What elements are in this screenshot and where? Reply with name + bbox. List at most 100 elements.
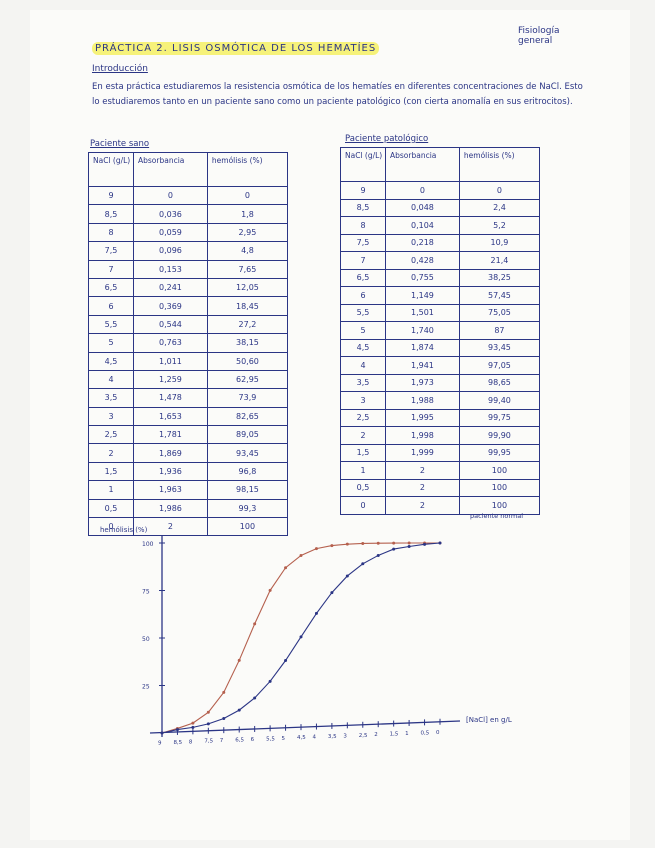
x-tick-label: 2,5 — [359, 733, 368, 739]
table-row: 2,5 1,781 89,05 — [88, 425, 289, 445]
x-tick-label: 1 — [405, 731, 409, 737]
series-0-point — [222, 690, 226, 694]
series-1-point — [191, 725, 195, 729]
col-header: hemólisis (%) — [458, 147, 541, 182]
table-row: 7 0,153 7,65 — [88, 259, 289, 279]
x-axis — [149, 720, 461, 734]
y-tick-label: 50 — [142, 636, 150, 643]
intro-text: En esta práctica estudiaremos la resiste… — [92, 82, 583, 107]
table-row: 4 1,259 62,95 — [88, 369, 289, 390]
table-cell: 4 — [340, 356, 386, 375]
page-title: PRÁCTICA 2. LISIS OSMÓTICA DE LOS HEMATÍ… — [92, 42, 380, 55]
series-0-point — [191, 721, 195, 725]
table-row: 1 1,963 98,15 — [88, 480, 289, 500]
x-tick-label: 2 — [374, 732, 378, 738]
y-tick-label: 75 — [142, 589, 150, 596]
series-0-point — [299, 553, 303, 557]
table-a-caption: Paciente sano — [90, 139, 150, 149]
series-1-point — [345, 574, 349, 578]
series-0-point — [361, 541, 365, 545]
series-0-point — [345, 542, 349, 546]
col-header: hemólisis (%) — [206, 152, 289, 187]
table-row: 8 0,104 5,2 — [340, 216, 541, 235]
table-row: 5 1,740 87 — [340, 321, 541, 340]
series-0-point — [268, 588, 272, 592]
table-row: 6,5 0,241 12,05 — [88, 277, 289, 298]
series-1-point — [314, 611, 318, 615]
x-tick-label: 0,5 — [421, 730, 430, 736]
table-row: 4,5 1,011 50,60 — [88, 351, 289, 371]
x-tick-label: 7 — [220, 738, 224, 744]
subject-note: Fisiología general — [518, 26, 560, 46]
x-tick-label: 4,5 — [297, 735, 306, 741]
table-cell: 5 — [88, 333, 134, 353]
table-row: 7,5 0,096 4,8 — [88, 241, 289, 261]
series-1-point — [376, 553, 380, 557]
table-row: 1,5 1,936 96,8 — [88, 461, 289, 482]
x-tick-label: 6,5 — [235, 738, 244, 744]
x-tick-label: 3 — [343, 733, 347, 739]
series-0-point — [376, 541, 380, 545]
series-1-point — [438, 541, 442, 545]
x-tick-label: 5 — [282, 736, 286, 742]
table-row: 8,5 0,048 2,4 — [340, 198, 541, 217]
series-1-point — [407, 545, 411, 549]
table-cell: 0 — [88, 517, 134, 537]
col-header: Absorbancia — [385, 147, 460, 182]
x-tick-label: 8,5 — [173, 740, 182, 746]
series-1-point — [253, 696, 257, 700]
table-cell: 0 — [340, 496, 386, 515]
curve-annotation: paciente normal — [470, 512, 523, 520]
table-cell: 0,5 — [88, 498, 134, 519]
series-0-point — [237, 658, 241, 662]
series-1-point — [330, 591, 334, 595]
table-row: 0 2 100 — [340, 496, 541, 515]
series-1-point — [423, 542, 427, 546]
x-tick-label: 6 — [251, 737, 255, 743]
series-1-point — [392, 547, 396, 551]
series-1-point — [222, 716, 226, 720]
series-1-point — [268, 679, 272, 683]
table-row: 6 1,149 57,45 — [340, 286, 541, 305]
series-1-point — [175, 728, 179, 732]
table-row: 6,5 0,755 38,25 — [340, 268, 541, 287]
y-tick-label: 100 — [142, 541, 154, 548]
series-1-point — [237, 708, 241, 712]
series-0-point — [407, 541, 411, 545]
x-tick-label: 1,5 — [390, 732, 399, 738]
x-tick-label: 4 — [312, 735, 316, 741]
table-row: 8,5 0,036 1,8 — [88, 204, 289, 224]
table-cell: 7 — [340, 251, 386, 270]
title-text: PRÁCTICA 2. LISIS OSMÓTICA DE LOS HEMATÍ… — [92, 42, 380, 55]
col-header: NaCl (g/L) — [340, 147, 386, 182]
intro-heading: Introducción — [92, 64, 148, 74]
x-tick-label: 3,5 — [328, 734, 337, 740]
table-row: 8 0,059 2,95 — [88, 222, 289, 243]
table-row: 4 1,941 97,05 — [340, 356, 541, 375]
x-axis-label: [NaCl] en g/L — [466, 716, 512, 724]
series-0-point — [284, 566, 288, 570]
series-0-point — [392, 541, 396, 545]
table-cell: 8,5 — [88, 204, 134, 224]
series-0-point — [314, 547, 318, 551]
series-1-point — [284, 659, 288, 663]
series-1-point — [361, 562, 365, 566]
table-row: 1 2 100 — [340, 461, 541, 480]
table-b-caption: Paciente patológico — [345, 134, 429, 144]
series-1-point — [160, 731, 164, 735]
table-cell: 2,5 — [88, 425, 134, 445]
series-0-point — [206, 710, 210, 714]
series-1-point — [299, 635, 303, 639]
x-tick-label: 5,5 — [266, 736, 275, 742]
table-row: 0 2 100 — [88, 517, 289, 537]
table-cell: 100 — [458, 496, 541, 515]
x-tick-label: 9 — [158, 741, 162, 747]
col-header: NaCl (g/L) — [88, 152, 134, 187]
series-1-point — [206, 722, 210, 726]
x-tick-label: 7,5 — [204, 739, 213, 745]
table-row: 6 0,369 18,45 — [88, 296, 289, 316]
series-0-point — [253, 622, 257, 626]
